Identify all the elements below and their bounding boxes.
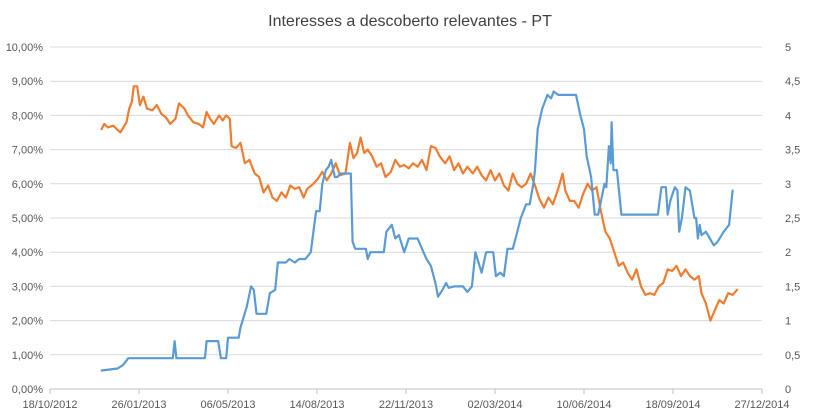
- series-line-left-axis: [100, 85, 739, 322]
- x-tick-label: 02/03/2014: [467, 399, 522, 411]
- x-tick-label: 14/08/2013: [289, 399, 344, 411]
- y-tick-label-left: 9,00%: [12, 76, 43, 88]
- y-tick-label-right: 2,5: [785, 213, 800, 225]
- x-tick-label: 22/11/2013: [379, 399, 433, 411]
- y-tick-label-right: 0: [785, 384, 791, 396]
- y-tick-label-left: 0,00%: [12, 384, 43, 396]
- y-tick-label-left: 4,00%: [12, 247, 43, 259]
- x-tick-label: 06/05/2013: [200, 399, 255, 411]
- y-tick-label-right: 4,5: [785, 76, 800, 88]
- y-tick-label-left: 6,00%: [12, 179, 43, 191]
- y-tick-label-right: 2: [785, 247, 791, 259]
- y-tick-label-left: 2,00%: [12, 316, 43, 328]
- x-tick-label: 18/10/2012: [22, 399, 77, 411]
- y-tick-label-left: 10,00%: [6, 42, 44, 54]
- y-tick-label-left: 7,00%: [12, 145, 43, 157]
- y-tick-label-right: 1: [785, 316, 791, 328]
- x-tick-label: 10/06/2014: [556, 399, 611, 411]
- y-tick-label-right: 5: [785, 42, 791, 54]
- series-lines: [100, 85, 739, 372]
- y-tick-label-left: 1,00%: [12, 350, 43, 362]
- y-tick-label-right: 4: [785, 110, 791, 122]
- y-tick-label-right: 3,5: [785, 145, 800, 157]
- grid-lines: [50, 46, 762, 390]
- series-line-right-axis: [100, 90, 734, 372]
- y-tick-label-right: 1,5: [785, 281, 800, 293]
- y-tick-label-left: 3,00%: [12, 281, 43, 293]
- y-tick-label-left: 5,00%: [12, 213, 43, 225]
- x-tick-label: 18/09/2014: [645, 399, 700, 411]
- y-tick-label-right: 0,5: [785, 350, 800, 362]
- y-tick-label-right: 3: [785, 179, 791, 191]
- y-tick-label-left: 8,00%: [12, 110, 43, 122]
- x-tick-label: 27/12/2014: [734, 399, 789, 411]
- x-tick-label: 26/01/2013: [111, 399, 166, 411]
- chart-title: Interesses a descoberto relevantes - PT: [268, 13, 552, 30]
- axes: 0,00% 1,00% 2,00% 3,00% 4,00% 5,00% 6,00% 7,00%…: [6, 42, 801, 411]
